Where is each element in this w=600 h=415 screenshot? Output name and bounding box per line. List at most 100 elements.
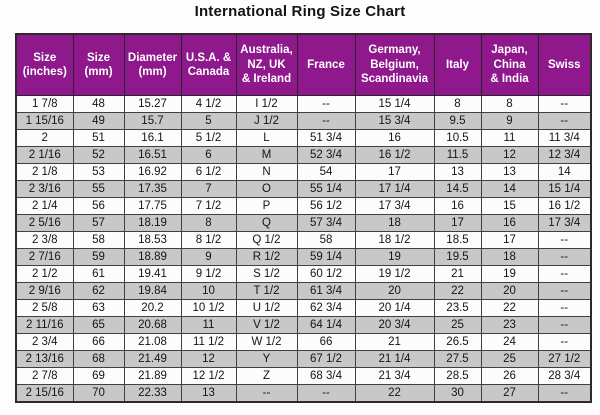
table-cell: 21.49 (123, 350, 182, 368)
table-cell: 21 1/4 (354, 350, 435, 368)
table-cell: 4 1/2 (180, 95, 237, 113)
table-cell: 21 (354, 333, 435, 351)
column-header: Australia, NZ, UK & Ireland (235, 33, 298, 96)
table-cell: 15 1/4 (354, 95, 435, 113)
table-cell: 68 3/4 (296, 367, 356, 385)
table-cell: 56 (72, 197, 125, 215)
table-cell: 12 3/4 (537, 146, 592, 164)
table-cell: 15.7 (123, 112, 182, 130)
table-cell: 20.68 (123, 316, 182, 334)
table-cell: 21 (433, 265, 482, 283)
column-header: France (296, 33, 356, 96)
table-row: 2 1/16 52 16.51 6 M 52 3/4 16 1/2 11.5 12 12 3/4 (15, 146, 592, 164)
table-row: 2 7/8 69 21.89 12 1/2 Z 68 3/4 21 3/4 28.5 26 28 … (15, 367, 592, 385)
table-cell: 8 (433, 95, 482, 113)
table-cell: -- (537, 333, 592, 351)
table-cell: R 1/2 (235, 248, 298, 266)
table-row: 2 3/16 55 17.35 7 O 55 1/4 17 1/4 14.5 14 15 1/4 (15, 180, 592, 198)
table-cell: 6 (180, 146, 237, 164)
table-cell: 55 (72, 180, 125, 198)
table-cell: 13 (180, 384, 237, 403)
table-cell: 64 1/4 (296, 316, 356, 334)
table-cell: -- (296, 95, 356, 113)
table-cell: 12 (180, 350, 237, 368)
table-cell: 25 (433, 316, 482, 334)
table-cell: 8 (180, 214, 237, 232)
table-cell: 51 (72, 129, 125, 147)
table-cell: 57 3/4 (296, 214, 356, 232)
table-cell: 15 1/4 (537, 180, 592, 198)
table-cell: 17 1/4 (354, 180, 435, 198)
table-cell: 17 (433, 214, 482, 232)
table-cell: 24 (480, 333, 539, 351)
table-cell: -- (537, 384, 592, 403)
table-cell: 53 (72, 163, 125, 181)
table-row: 2 1/4 56 17.75 7 1/2 P 56 1/2 17 3/4 16 15 16 1/2 (15, 197, 592, 215)
table-cell: 12 1/2 (180, 367, 237, 385)
table-cell: 17.75 (123, 197, 182, 215)
table-row: 2 7/16 59 18.89 9 R 1/2 59 1/4 19 19.5 18 -- (15, 248, 592, 266)
table-cell: 59 1/4 (296, 248, 356, 266)
table-cell: 17 3/4 (537, 214, 592, 232)
table-cell: 19 (354, 248, 435, 266)
table-cell: 25 (480, 350, 539, 368)
table-cell: -- (537, 316, 592, 334)
table-cell: 16 (354, 129, 435, 147)
table-cell: U 1/2 (235, 299, 298, 317)
table-cell: 17 3/4 (354, 197, 435, 215)
table-cell: -- (537, 282, 592, 300)
table-cell: 20 1/4 (354, 299, 435, 317)
table-cell: 17 (480, 231, 539, 249)
table-row: 1 15/16 49 15.7 5 J 1/2 -- 15 3/4 9.5 9 -- (15, 112, 592, 130)
table-cell: 63 (72, 299, 125, 317)
table-cell: M (235, 146, 298, 164)
table-cell: 19.41 (123, 265, 182, 283)
table-cell: 10 (180, 282, 237, 300)
table-cell: 2 5/16 (15, 214, 74, 232)
table-row: 2 51 16.1 5 1/2 L 51 3/4 16 10.5 11 11 3/4 (15, 129, 592, 147)
table-cell: Q (235, 214, 298, 232)
table-cell: 59 (72, 248, 125, 266)
table-row: 2 3/4 66 21.08 11 1/2 W 1/2 66 21 26.5 24 -- (15, 333, 592, 351)
table-cell: 2 3/8 (15, 231, 74, 249)
table-cell: 67 1/2 (296, 350, 356, 368)
table-cell: 27 (480, 384, 539, 403)
table-cell: 2 (15, 129, 74, 147)
table-cell: 52 (72, 146, 125, 164)
table-cell: 14 (537, 163, 592, 181)
table-cell: 16 1/2 (354, 146, 435, 164)
table-cell: 19.5 (433, 248, 482, 266)
table-cell: 10.5 (433, 129, 482, 147)
table-cell: 11 (480, 129, 539, 147)
table-cell: 7 (180, 180, 237, 198)
column-header: Italy (433, 33, 482, 96)
table-cell: 2 3/16 (15, 180, 74, 198)
table-cell: 2 7/16 (15, 248, 74, 266)
table-cell: 60 1/2 (296, 265, 356, 283)
table-cell: 11 1/2 (180, 333, 237, 351)
table-cell: -- (296, 112, 356, 130)
table-cell: 22 (480, 299, 539, 317)
table-row: 2 1/8 53 16.92 6 1/2 N 54 17 13 13 14 (15, 163, 592, 181)
table-cell: 66 (72, 333, 125, 351)
table-cell: 5 (180, 112, 237, 130)
table-cell: 11 (180, 316, 237, 334)
table-cell: 15 3/4 (354, 112, 435, 130)
table-cell: 66 (296, 333, 356, 351)
table-cell: 26.5 (433, 333, 482, 351)
table-cell: 68 (72, 350, 125, 368)
table-cell: 20.2 (123, 299, 182, 317)
table-cell: 20 (354, 282, 435, 300)
table-cell: 7 1/2 (180, 197, 237, 215)
table-cell: N (235, 163, 298, 181)
table-row: 2 5/8 63 20.2 10 1/2 U 1/2 62 3/4 20 1/4 23.5 22… (15, 299, 592, 317)
table-cell: 1 7/8 (15, 95, 74, 113)
table-cell: 26 (480, 367, 539, 385)
table-row: 2 9/16 62 19.84 10 T 1/2 61 3/4 20 22 20 -- (15, 282, 592, 300)
table-cell: 11 3/4 (537, 129, 592, 147)
table-cell: W 1/2 (235, 333, 298, 351)
column-header: Size (mm) (72, 33, 125, 96)
table-cell: 23.5 (433, 299, 482, 317)
table-cell: -- (537, 265, 592, 283)
